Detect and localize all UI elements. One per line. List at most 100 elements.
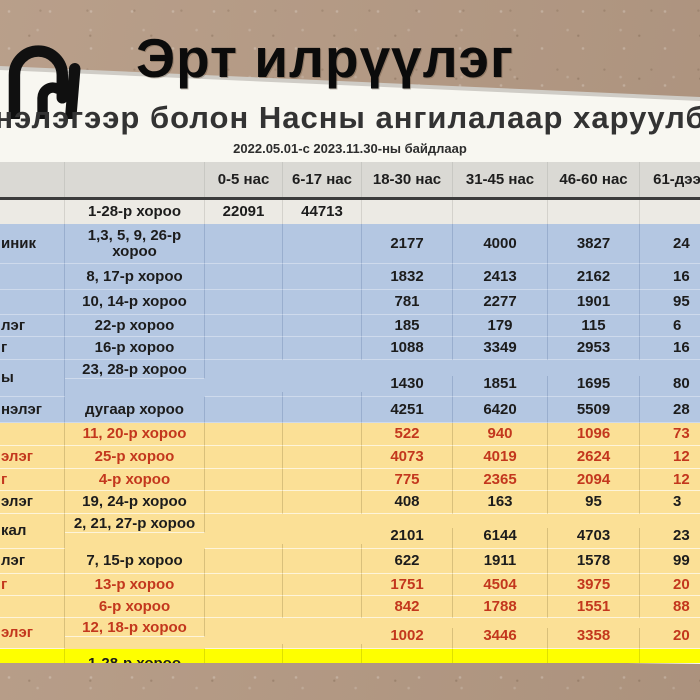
column-header-61-plus: 61-дээ <box>640 162 700 197</box>
value-cell: 4073 <box>362 446 453 469</box>
table-row: 6-р хороо 842 1788 1551 88 <box>0 596 700 618</box>
value-cell: 95 <box>640 290 700 315</box>
value-cell: 1695 <box>548 376 640 397</box>
org-name-cell: лэг <box>0 549 65 574</box>
value-cell: 1096 <box>548 423 640 446</box>
column-header-18-30: 18-30 нас <box>362 162 453 197</box>
table-row: г 16-р хороо 1088 3349 2953 16 <box>0 337 700 360</box>
org-name-cell: элэг <box>0 491 65 514</box>
column-header-0-5: 0-5 нас <box>205 162 283 197</box>
table-header-row: 0-5 нас 6-17 нас 18-30 нас 31-45 нас 46-… <box>0 162 700 200</box>
value-cell: 408 <box>362 491 453 514</box>
value-cell: 2624 <box>548 446 640 469</box>
value-cell: 2094 <box>548 469 640 491</box>
value-cell: 1851 <box>453 376 548 397</box>
value-cell: 5509 <box>548 397 640 423</box>
value-cell: 4504 <box>453 574 548 596</box>
page-title: Эрт илрүүлэг <box>136 27 514 89</box>
value-cell: 3827 <box>548 224 640 264</box>
value-cell: 2162 <box>548 264 640 290</box>
table-row: г 13-р хороо 1751 4504 3975 20 <box>0 574 700 596</box>
value-cell <box>205 392 283 397</box>
value-cell: 12 <box>640 469 700 491</box>
table-row: 11, 20-р хороо 522 940 1096 73 <box>0 423 700 446</box>
value-cell <box>362 200 453 224</box>
value-cell: 1430 <box>362 376 453 397</box>
org-header-cell <box>0 162 65 197</box>
value-cell: 781 <box>362 290 453 315</box>
org-name-cell <box>0 423 65 446</box>
khoroo-cell: 6-р хороо <box>65 596 205 618</box>
khoroo-cell: 7, 15-р хороо <box>65 549 205 574</box>
value-cell <box>283 397 362 423</box>
table-row: элэг 12, 18-р хороо 1002 3446 3358 20 <box>0 618 700 649</box>
value-cell <box>205 224 283 264</box>
table-row: нэлэг дугаар хороо 4251 6420 5509 28 <box>0 397 700 423</box>
table-row: кал 2, 21, 27-р хороо 2101 6144 4703 23 <box>0 514 700 549</box>
value-cell: 1551 <box>548 596 640 618</box>
value-cell: 6144 <box>453 528 548 549</box>
value-cell: 4251 <box>362 397 453 423</box>
khoroo-cell: 16-р хороо <box>65 337 205 360</box>
value-cell: 22091 <box>205 200 283 224</box>
org-name-cell: ы <box>0 360 65 397</box>
value-cell <box>283 574 362 596</box>
value-cell: 95 <box>548 491 640 514</box>
table-row: 10, 14-р хороо 781 2277 1901 95 <box>0 290 700 315</box>
column-header-6-17: 6-17 нас <box>283 162 362 197</box>
value-cell: 3975 <box>548 574 640 596</box>
value-cell <box>283 337 362 360</box>
table-body: 1-28-р хороо 22091 44713 иник 1,3, 5, 9, 26-… <box>0 200 700 663</box>
table-row: 8, 17-р хороо 1832 2413 2162 16 <box>0 264 700 290</box>
org-name-cell <box>0 649 65 663</box>
column-header-31-45: 31-45 нас <box>453 162 548 197</box>
value-cell <box>205 337 283 360</box>
value-cell <box>283 446 362 469</box>
value-cell <box>283 392 362 397</box>
value-cell <box>205 264 283 290</box>
khoroo-cell: 11, 20-р хороо <box>65 423 205 446</box>
value-cell: 940 <box>453 423 548 446</box>
value-cell <box>205 574 283 596</box>
value-cell: 185 <box>362 315 453 337</box>
value-cell: 6420 <box>453 397 548 423</box>
value-cell <box>205 469 283 491</box>
value-cell <box>205 423 283 446</box>
value-cell: 28 <box>640 397 700 423</box>
value-cell: 2277 <box>453 290 548 315</box>
value-cell: 2177 <box>362 224 453 264</box>
value-cell <box>283 544 362 549</box>
value-cell: 23 <box>640 528 700 549</box>
value-cell <box>205 397 283 423</box>
khoroo-cell: 8, 17-р хороо <box>65 264 205 290</box>
value-cell <box>283 644 362 649</box>
value-cell: 4703 <box>548 528 640 549</box>
org-name-cell: иник <box>0 224 65 264</box>
value-cell: 4000 <box>453 224 548 264</box>
org-name-cell: элэг <box>0 618 65 649</box>
value-cell: 4019 <box>453 446 548 469</box>
value-cell: 1901 <box>548 290 640 315</box>
org-name-cell: г <box>0 469 65 491</box>
table-title-wrap: нэлэгээр болон Насны ангилалаар харуулб <box>0 100 700 142</box>
table-row: элэг 19, 24-р хороо 408 163 95 3 <box>0 491 700 514</box>
value-cell <box>205 549 283 574</box>
table-row: иник 1,3, 5, 9, 26-р хороо 2177 4000 3827 24 <box>0 224 700 264</box>
khoroo-cell: дугаар хороо <box>65 397 205 423</box>
value-cell: 3358 <box>548 628 640 649</box>
value-cell: 1832 <box>362 264 453 290</box>
value-cell: 20 <box>640 628 700 649</box>
value-cell: 1002 <box>362 628 453 649</box>
table-row: 1-28-р хороо 22091 44713 <box>0 200 700 224</box>
value-cell <box>453 200 548 224</box>
value-cell <box>283 264 362 290</box>
khoroo-cell: 10, 14-р хороо <box>65 290 205 315</box>
khoroo-cell: 2, 21, 27-р хороо <box>65 514 205 533</box>
value-cell: 24 <box>640 224 700 264</box>
value-cell: 16 <box>640 264 700 290</box>
value-cell: 3 <box>640 491 700 514</box>
value-cell: 1088 <box>362 337 453 360</box>
value-cell <box>205 315 283 337</box>
org-name-cell: кал <box>0 514 65 549</box>
